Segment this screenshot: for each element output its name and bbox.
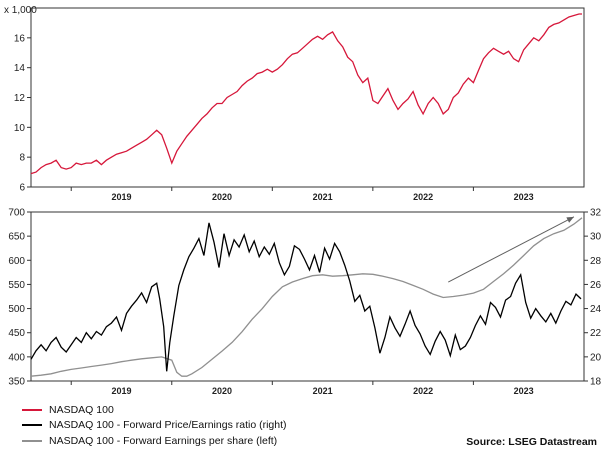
legend-label-nasdaq: NASDAQ 100 [49, 403, 114, 416]
bottom-left-y-tick-label: 350 [8, 377, 25, 388]
legend: NASDAQ 100 NASDAQ 100 - Forward Price/Ea… [22, 402, 287, 449]
top-y-tick-label: 8 [19, 153, 25, 164]
bottom-right-y-tick-label: 18 [590, 377, 602, 388]
trend-arrow-head [566, 216, 574, 223]
bottom-plot-frame [30, 211, 585, 382]
top-x-tick-label: 2020 [212, 192, 232, 202]
bottom-left-y-tick-label: 450 [8, 328, 25, 339]
trend-arrow [448, 216, 575, 283]
top-y-tick-label: 14 [14, 63, 26, 74]
bottom-left-y-tick-label: 400 [8, 352, 25, 363]
legend-item-eps: NASDAQ 100 - Forward Earnings per share … [22, 433, 287, 449]
bottom-right-y-tick-label: 30 [590, 232, 602, 243]
legend-item-nasdaq: NASDAQ 100 [22, 402, 287, 418]
legend-item-pe: NASDAQ 100 - Forward Price/Earnings rati… [22, 418, 287, 434]
top-y-tick-label: 16 [14, 33, 26, 44]
top-y-tick-label: 10 [14, 123, 26, 134]
top-x-tick-label: 2019 [111, 192, 131, 202]
bottom-left-y-tick-label: 550 [8, 280, 25, 291]
bottom-x-tick-label: 2020 [212, 386, 232, 396]
bottom-x-tick-label: 2019 [111, 386, 131, 396]
bottom-right-y-tick-label: 26 [590, 280, 602, 291]
trend-arrow-shaft [448, 216, 575, 283]
bottom-x-tick-label: 2022 [413, 386, 433, 396]
top-panel: x 1,000 6 8 10 12 14 16 2019 2020 2021 2022 2023 [4, 5, 585, 202]
source-note: Source: LSEG Datastream [466, 436, 597, 448]
bottom-right-y-tick-label: 24 [590, 304, 602, 315]
bottom-x-tick-label: 2021 [313, 386, 333, 396]
bottom-x-tick-label: 2023 [514, 386, 534, 396]
bottom-right-y-tick-label: 28 [590, 256, 602, 267]
legend-label-eps: NASDAQ 100 - Forward Earnings per share … [49, 434, 278, 447]
bottom-left-y-tick-label: 600 [8, 256, 25, 267]
bottom-left-y-tick-label: 700 [8, 208, 25, 219]
forward-pe-line [30, 222, 582, 372]
top-unit-label: x 1,000 [4, 5, 37, 16]
forward-eps-line [30, 217, 583, 377]
bottom-right-y-tick-label: 32 [590, 208, 602, 219]
top-y-tick-label: 6 [19, 183, 25, 194]
top-plot-frame [30, 7, 585, 188]
top-x-tick-label: 2023 [514, 192, 534, 202]
top-x-tick-label: 2022 [413, 192, 433, 202]
nasdaq-100-line [30, 13, 582, 175]
top-y-tick-label: 12 [14, 93, 26, 104]
bottom-left-y-tick-label: 650 [8, 232, 25, 243]
bottom-right-y-tick-label: 22 [590, 328, 602, 339]
bottom-x-axis: 2019 2020 2021 2022 2023 [70, 381, 534, 396]
top-x-tick-label: 2021 [313, 192, 333, 202]
bottom-right-y-axis: 18 20 22 24 26 28 30 32 [584, 208, 602, 388]
bottom-left-y-tick-label: 500 [8, 304, 25, 315]
bottom-left-y-axis: 350 400 450 500 550 600 650 700 [8, 208, 31, 388]
bottom-right-y-tick-label: 20 [590, 352, 602, 363]
legend-label-pe: NASDAQ 100 - Forward Price/Earnings rati… [49, 419, 287, 432]
legend-swatch-nasdaq [22, 408, 42, 411]
legend-swatch-eps [22, 439, 42, 442]
legend-swatch-pe [22, 424, 42, 427]
top-x-axis: 2019 2020 2021 2022 2023 [70, 187, 534, 202]
top-y-axis: 6 8 10 12 14 16 [14, 33, 31, 194]
